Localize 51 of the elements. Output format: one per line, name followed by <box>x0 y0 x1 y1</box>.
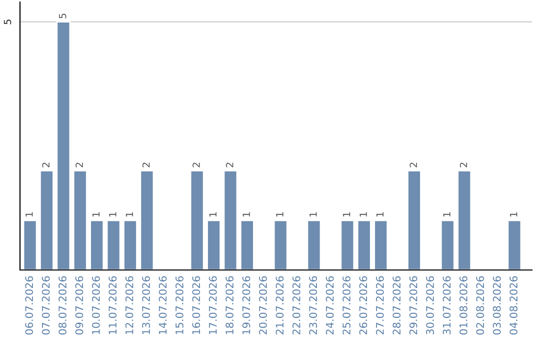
data-label: 2 <box>410 162 417 168</box>
data-label: 1 <box>209 212 216 217</box>
data-label: 2 <box>192 162 200 168</box>
x-tick-label: 08.07.2026 <box>58 276 66 335</box>
x-tick-label: 16.07.2026 <box>192 276 200 334</box>
x-tick-label: 03.08.2026 <box>492 276 501 335</box>
data-label: 1 <box>443 212 450 217</box>
x-tick-label: 09.07.2026 <box>75 276 84 335</box>
x-tick-label: 29.07.2026 <box>409 276 418 334</box>
data-label: 1 <box>310 212 317 217</box>
x-tick-label: 27.07.2026 <box>376 276 384 334</box>
x-tick-label: 30.07.2026 <box>426 276 434 334</box>
x-tick-label: 22.07.2026 <box>292 276 300 334</box>
x-tick-label: 02.08.2026 <box>476 276 484 335</box>
data-label: 1 <box>92 212 100 217</box>
x-tick-label: 07.07.2026 <box>42 276 50 335</box>
x-tick-label: 14.07.2026 <box>158 276 167 334</box>
data-label: 5 <box>59 14 66 18</box>
x-tick-label: 20.07.2026 <box>259 276 267 334</box>
x-tick-label: 15.07.2026 <box>176 276 184 334</box>
data-label: 2 <box>226 162 234 168</box>
x-tick-label: 31.07.2026 <box>442 276 451 334</box>
data-label: 1 <box>126 212 133 217</box>
x-tick-label: 13.07.2026 <box>142 276 150 334</box>
data-label: 2 <box>76 162 83 168</box>
x-tick-label: 11.07.2026 <box>108 276 117 334</box>
data-label: 1 <box>376 212 384 217</box>
data-label: 1 <box>242 212 250 217</box>
data-label: 1 <box>26 212 33 217</box>
x-tick-label: 10.07.2026 <box>92 276 100 334</box>
data-label: 1 <box>360 212 367 217</box>
data-label: 2 <box>460 162 468 168</box>
x-tick-label: 18.07.2026 <box>226 276 234 334</box>
x-tick-label: 17.07.2026 <box>208 276 217 334</box>
x-tick-label: 28.07.2026 <box>392 276 401 334</box>
data-label: 2 <box>142 162 150 168</box>
x-tick-label: 24.07.2026 <box>326 276 334 334</box>
data-label: 1 <box>343 212 350 217</box>
x-tick-label: 01.08.2026 <box>459 276 468 335</box>
x-tick-label: 21.07.2026 <box>276 276 284 334</box>
x-tick-label: 06.07.2026 <box>25 276 34 335</box>
x-tick-label: 23.07.2026 <box>309 276 318 334</box>
x-tick-label: 04.08.2026 <box>510 276 518 335</box>
data-label: 1 <box>276 212 284 217</box>
x-tick-label: 19.07.2026 <box>242 276 250 334</box>
x-tick-label: 12.07.2026 <box>125 276 134 334</box>
data-label: 2 <box>42 162 50 168</box>
data-label: 1 <box>109 212 116 217</box>
x-tick-label: 26.07.2026 <box>359 276 368 334</box>
x-tick-label: 25.07.2026 <box>342 276 350 334</box>
data-label: 1 <box>510 212 518 217</box>
